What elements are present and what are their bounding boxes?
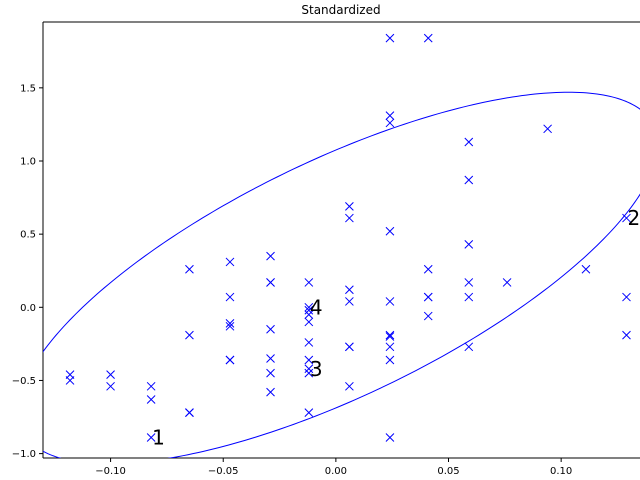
data-point: [65, 376, 75, 385]
x-tick-label: 0.05: [437, 466, 459, 477]
data-point: [385, 355, 395, 365]
confidence-ellipse: [43, 91, 640, 458]
data-point: [385, 118, 395, 128]
plot-area: −0.10 −0.05 0.00 0.05 0.10 −1.0 −0.5 0.0 0.5 1.0 1…: [12, 21, 640, 477]
data-point: [266, 387, 275, 397]
data-point: [304, 305, 314, 315]
x-tick-label: 0.10: [550, 466, 572, 477]
data-point: [543, 124, 552, 134]
data-point: [385, 330, 395, 340]
annotation-label: 2: [627, 206, 640, 230]
x-tick-label: −0.10: [95, 466, 126, 477]
data-point: [225, 321, 235, 331]
annotation-label: 3: [310, 357, 323, 381]
y-tick-label: 1.0: [20, 156, 36, 167]
data-point: [622, 292, 631, 302]
data-point: [225, 319, 235, 328]
data-point: [345, 285, 354, 295]
data-point: [345, 213, 354, 223]
data-point: [423, 264, 433, 274]
data-point: [146, 395, 156, 404]
data-point: [464, 278, 474, 287]
data-layer: 1 2 3 4: [43, 33, 640, 458]
data-point: [304, 278, 314, 287]
data-point: [464, 137, 474, 147]
x-tick-label: 0.00: [325, 466, 347, 477]
data-point: [185, 264, 194, 274]
data-point: [266, 354, 275, 363]
x-tick-label: −0.05: [208, 466, 239, 477]
data-point: [385, 33, 395, 43]
data-point: [225, 355, 235, 365]
data-point: [146, 381, 156, 391]
data-point: [581, 264, 591, 274]
data-point: [146, 433, 156, 442]
data-point: [266, 368, 275, 378]
data-point: [185, 408, 194, 417]
data-point: [304, 368, 314, 378]
data-point: [225, 257, 235, 267]
data-point: [266, 278, 275, 287]
data-point: [464, 175, 474, 185]
data-point: [385, 332, 395, 341]
data-point: [106, 370, 115, 379]
data-point: [345, 381, 354, 391]
data-point: [423, 311, 433, 321]
data-point: [304, 317, 314, 327]
data-point: [304, 338, 314, 347]
data-point: [304, 302, 314, 312]
data-point: [304, 408, 314, 417]
data-point: [464, 342, 474, 352]
y-tick-label: 0.5: [20, 230, 36, 241]
data-point: [385, 433, 395, 442]
data-point: [502, 278, 512, 287]
data-point: [266, 324, 275, 334]
y-tick-label: 0.0: [20, 303, 36, 314]
data-point: [304, 310, 314, 319]
data-point: [266, 251, 275, 261]
data-point: [385, 226, 395, 236]
data-point: [423, 33, 433, 43]
annotation-label: 4: [310, 295, 323, 319]
data-point: [304, 364, 314, 374]
data-point: [304, 355, 314, 365]
annotation-label: 1: [152, 426, 165, 450]
data-point: [385, 297, 395, 306]
data-point: [464, 240, 474, 249]
y-tick-label: −0.5: [12, 376, 36, 387]
chart-title: Standardized: [301, 3, 380, 17]
data-point: [385, 342, 395, 352]
data-point: [385, 111, 395, 120]
data-point: [345, 342, 354, 352]
data-point: [345, 201, 354, 211]
data-point: [185, 330, 194, 340]
y-tick-label: −1.0: [12, 449, 36, 460]
data-point: [345, 297, 354, 306]
data-point: [622, 213, 631, 223]
data-point: [423, 292, 433, 302]
y-tick-label: 1.5: [20, 83, 36, 94]
data-point: [464, 292, 474, 302]
data-point: [622, 330, 631, 340]
data-point: [225, 292, 235, 302]
data-point: [106, 381, 115, 391]
